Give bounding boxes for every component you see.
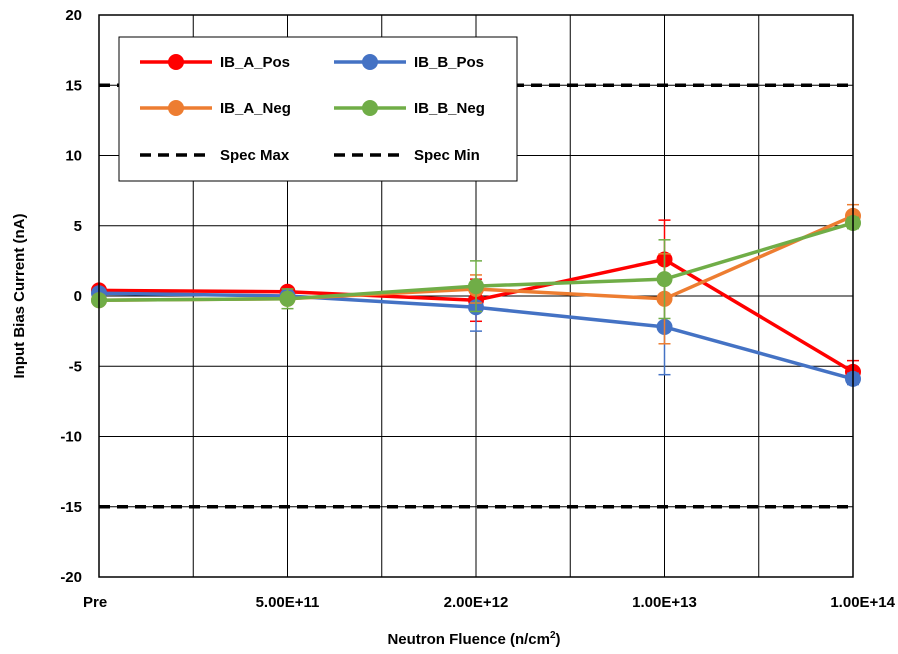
legend-swatch-marker <box>362 100 378 116</box>
legend-label: Spec Max <box>220 147 290 164</box>
y-tick-label: 5 <box>74 218 82 235</box>
legend-label: IB_B_Pos <box>414 54 484 71</box>
y-tick-label: 15 <box>65 77 82 94</box>
plot-area <box>98 14 854 578</box>
legend-item: IB_B_Neg <box>334 100 485 117</box>
legend-label: IB_B_Neg <box>414 100 485 117</box>
x-tick-label: Pre <box>83 594 107 611</box>
x-tick-label: 2.00E+12 <box>444 594 509 611</box>
data-point <box>656 271 673 288</box>
legend-item: IB_A_Neg <box>140 100 291 117</box>
legend-item: Spec Max <box>140 147 290 164</box>
legend-label: IB_A_Pos <box>220 54 290 71</box>
x-axis-title: Neutron Fluence (n/cm2) <box>387 630 560 648</box>
legend-item: IB_B_Pos <box>334 54 484 71</box>
y-axis-title: Input Bias Current (nA) <box>11 214 28 379</box>
legend-swatch-marker <box>168 54 184 70</box>
legend-label: Spec Min <box>414 147 480 164</box>
y-tick-label: -15 <box>60 499 82 516</box>
y-tick-label: -10 <box>60 429 82 446</box>
x-axis-title-main: Neutron Fluence (n/cm <box>387 631 550 648</box>
legend-swatch-marker <box>362 54 378 70</box>
y-tick-label: -20 <box>60 569 82 586</box>
legend-item: IB_A_Pos <box>140 54 290 71</box>
data-point <box>468 278 484 295</box>
y-tick-label: 10 <box>65 148 82 165</box>
y-tick-label: 20 <box>65 7 82 24</box>
y-tick-label: 0 <box>74 288 82 305</box>
legend-item: Spec Min <box>334 147 480 164</box>
legend-swatch-marker <box>168 100 184 116</box>
y-tick-label: -5 <box>69 358 82 375</box>
x-tick-label: 5.00E+11 <box>256 594 320 611</box>
legend: IB_A_Pos IB_B_Pos IB_A_Neg IB_B_Neg Spec Max… <box>118 36 518 182</box>
data-point <box>279 290 296 307</box>
legend-label: IB_A_Neg <box>220 100 291 117</box>
series-layer <box>91 203 861 387</box>
tick-labels: -20 -15 -10 -5 0 5 10 15 20 Pre 5.00E+11 2.00E+12 1.… <box>60 7 895 611</box>
x-axis-title-end: ) <box>556 631 561 648</box>
x-axis-title-superscript: 2 <box>550 630 556 641</box>
x-tick-label: 1.00E+13 <box>632 594 697 611</box>
x-tick-label: 1.00E+14 <box>830 594 895 611</box>
